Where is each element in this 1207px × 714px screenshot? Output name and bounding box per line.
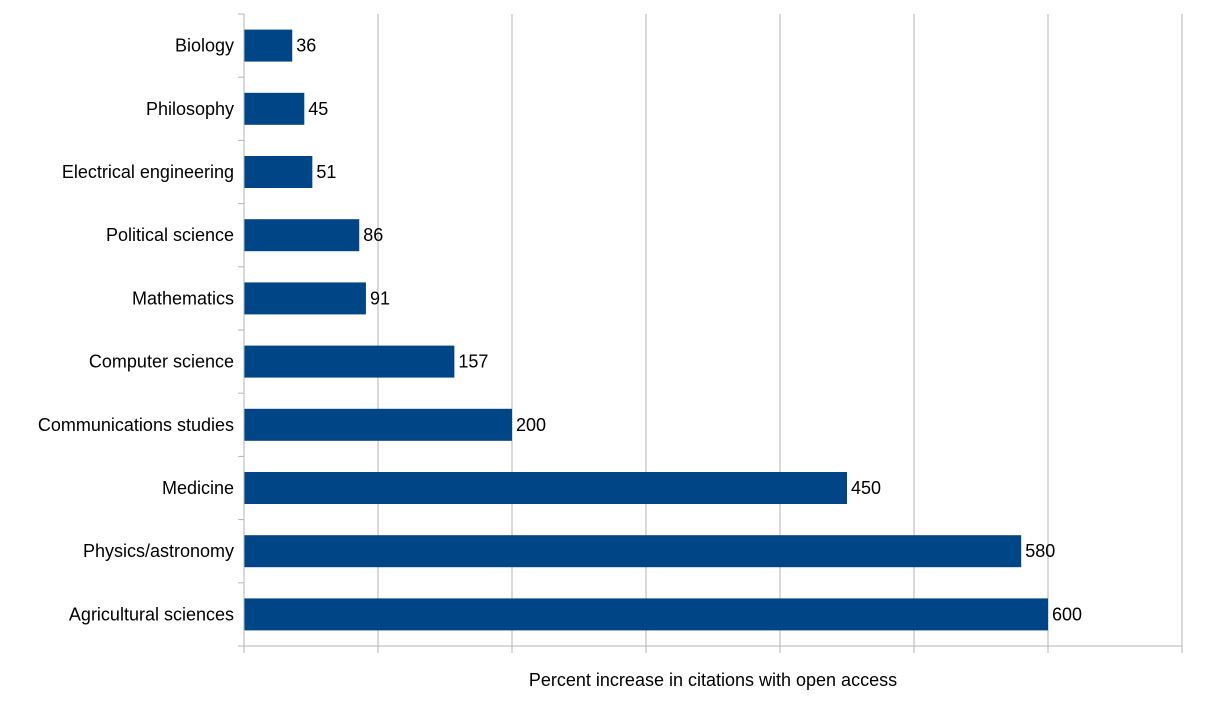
category-label: Political science <box>106 225 234 245</box>
data-label: 51 <box>316 162 336 182</box>
data-label: 36 <box>296 36 316 56</box>
bar <box>244 345 455 378</box>
bar <box>244 598 1048 631</box>
data-label: 86 <box>363 225 383 245</box>
bars <box>244 29 1048 631</box>
axes <box>243 14 1182 647</box>
category-label: Medicine <box>162 478 234 498</box>
category-label: Communications studies <box>38 415 234 435</box>
category-label: Computer science <box>89 352 234 372</box>
category-label: Agricultural sciences <box>69 604 234 624</box>
gridlines <box>238 13 1183 653</box>
bar <box>244 92 305 125</box>
data-label: 91 <box>370 288 390 308</box>
bar <box>244 29 293 62</box>
category-label: Biology <box>175 36 234 56</box>
data-label: 580 <box>1025 541 1055 561</box>
category-label: Mathematics <box>132 288 234 308</box>
bar <box>244 219 360 252</box>
bar <box>244 408 512 441</box>
data-label: 450 <box>851 478 881 498</box>
data-label: 600 <box>1052 604 1082 624</box>
bar <box>244 535 1022 568</box>
category-label: Philosophy <box>146 99 234 119</box>
category-label: Physics/astronomy <box>83 541 234 561</box>
bar <box>244 472 847 504</box>
labels: Biology 36 Philosophy 45 Electrical engineer… <box>38 36 1082 625</box>
category-label: Electrical engineering <box>62 162 234 182</box>
data-label: 200 <box>516 415 546 435</box>
data-label: 157 <box>458 352 488 372</box>
x-axis-title: Percent increase in citations with open … <box>529 670 897 690</box>
data-label: 45 <box>308 99 328 119</box>
bar <box>244 156 313 188</box>
bar <box>244 282 366 315</box>
